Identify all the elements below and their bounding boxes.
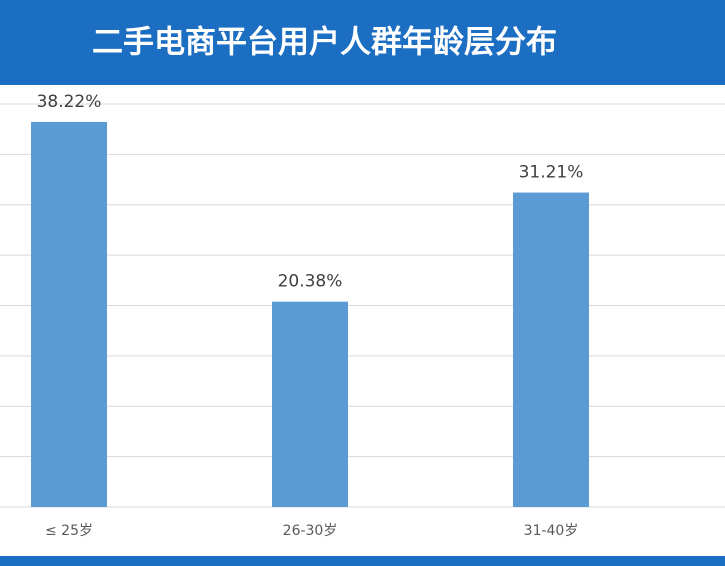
header-bar <box>0 0 725 85</box>
x-tick-label: ≤ 25岁 <box>45 523 93 539</box>
bar <box>513 192 589 507</box>
bar <box>31 121 107 507</box>
value-label: 31.21% <box>519 163 584 183</box>
value-label: 38.22% <box>37 92 102 112</box>
footer-bar <box>0 556 725 566</box>
x-tick-label: 26-30岁 <box>283 523 338 539</box>
x-tick-label: 31-40岁 <box>524 523 579 539</box>
value-label: 20.38% <box>278 272 343 292</box>
chart-title: 二手电商平台用户人群年龄层分布 <box>92 25 557 61</box>
bar <box>272 301 348 507</box>
